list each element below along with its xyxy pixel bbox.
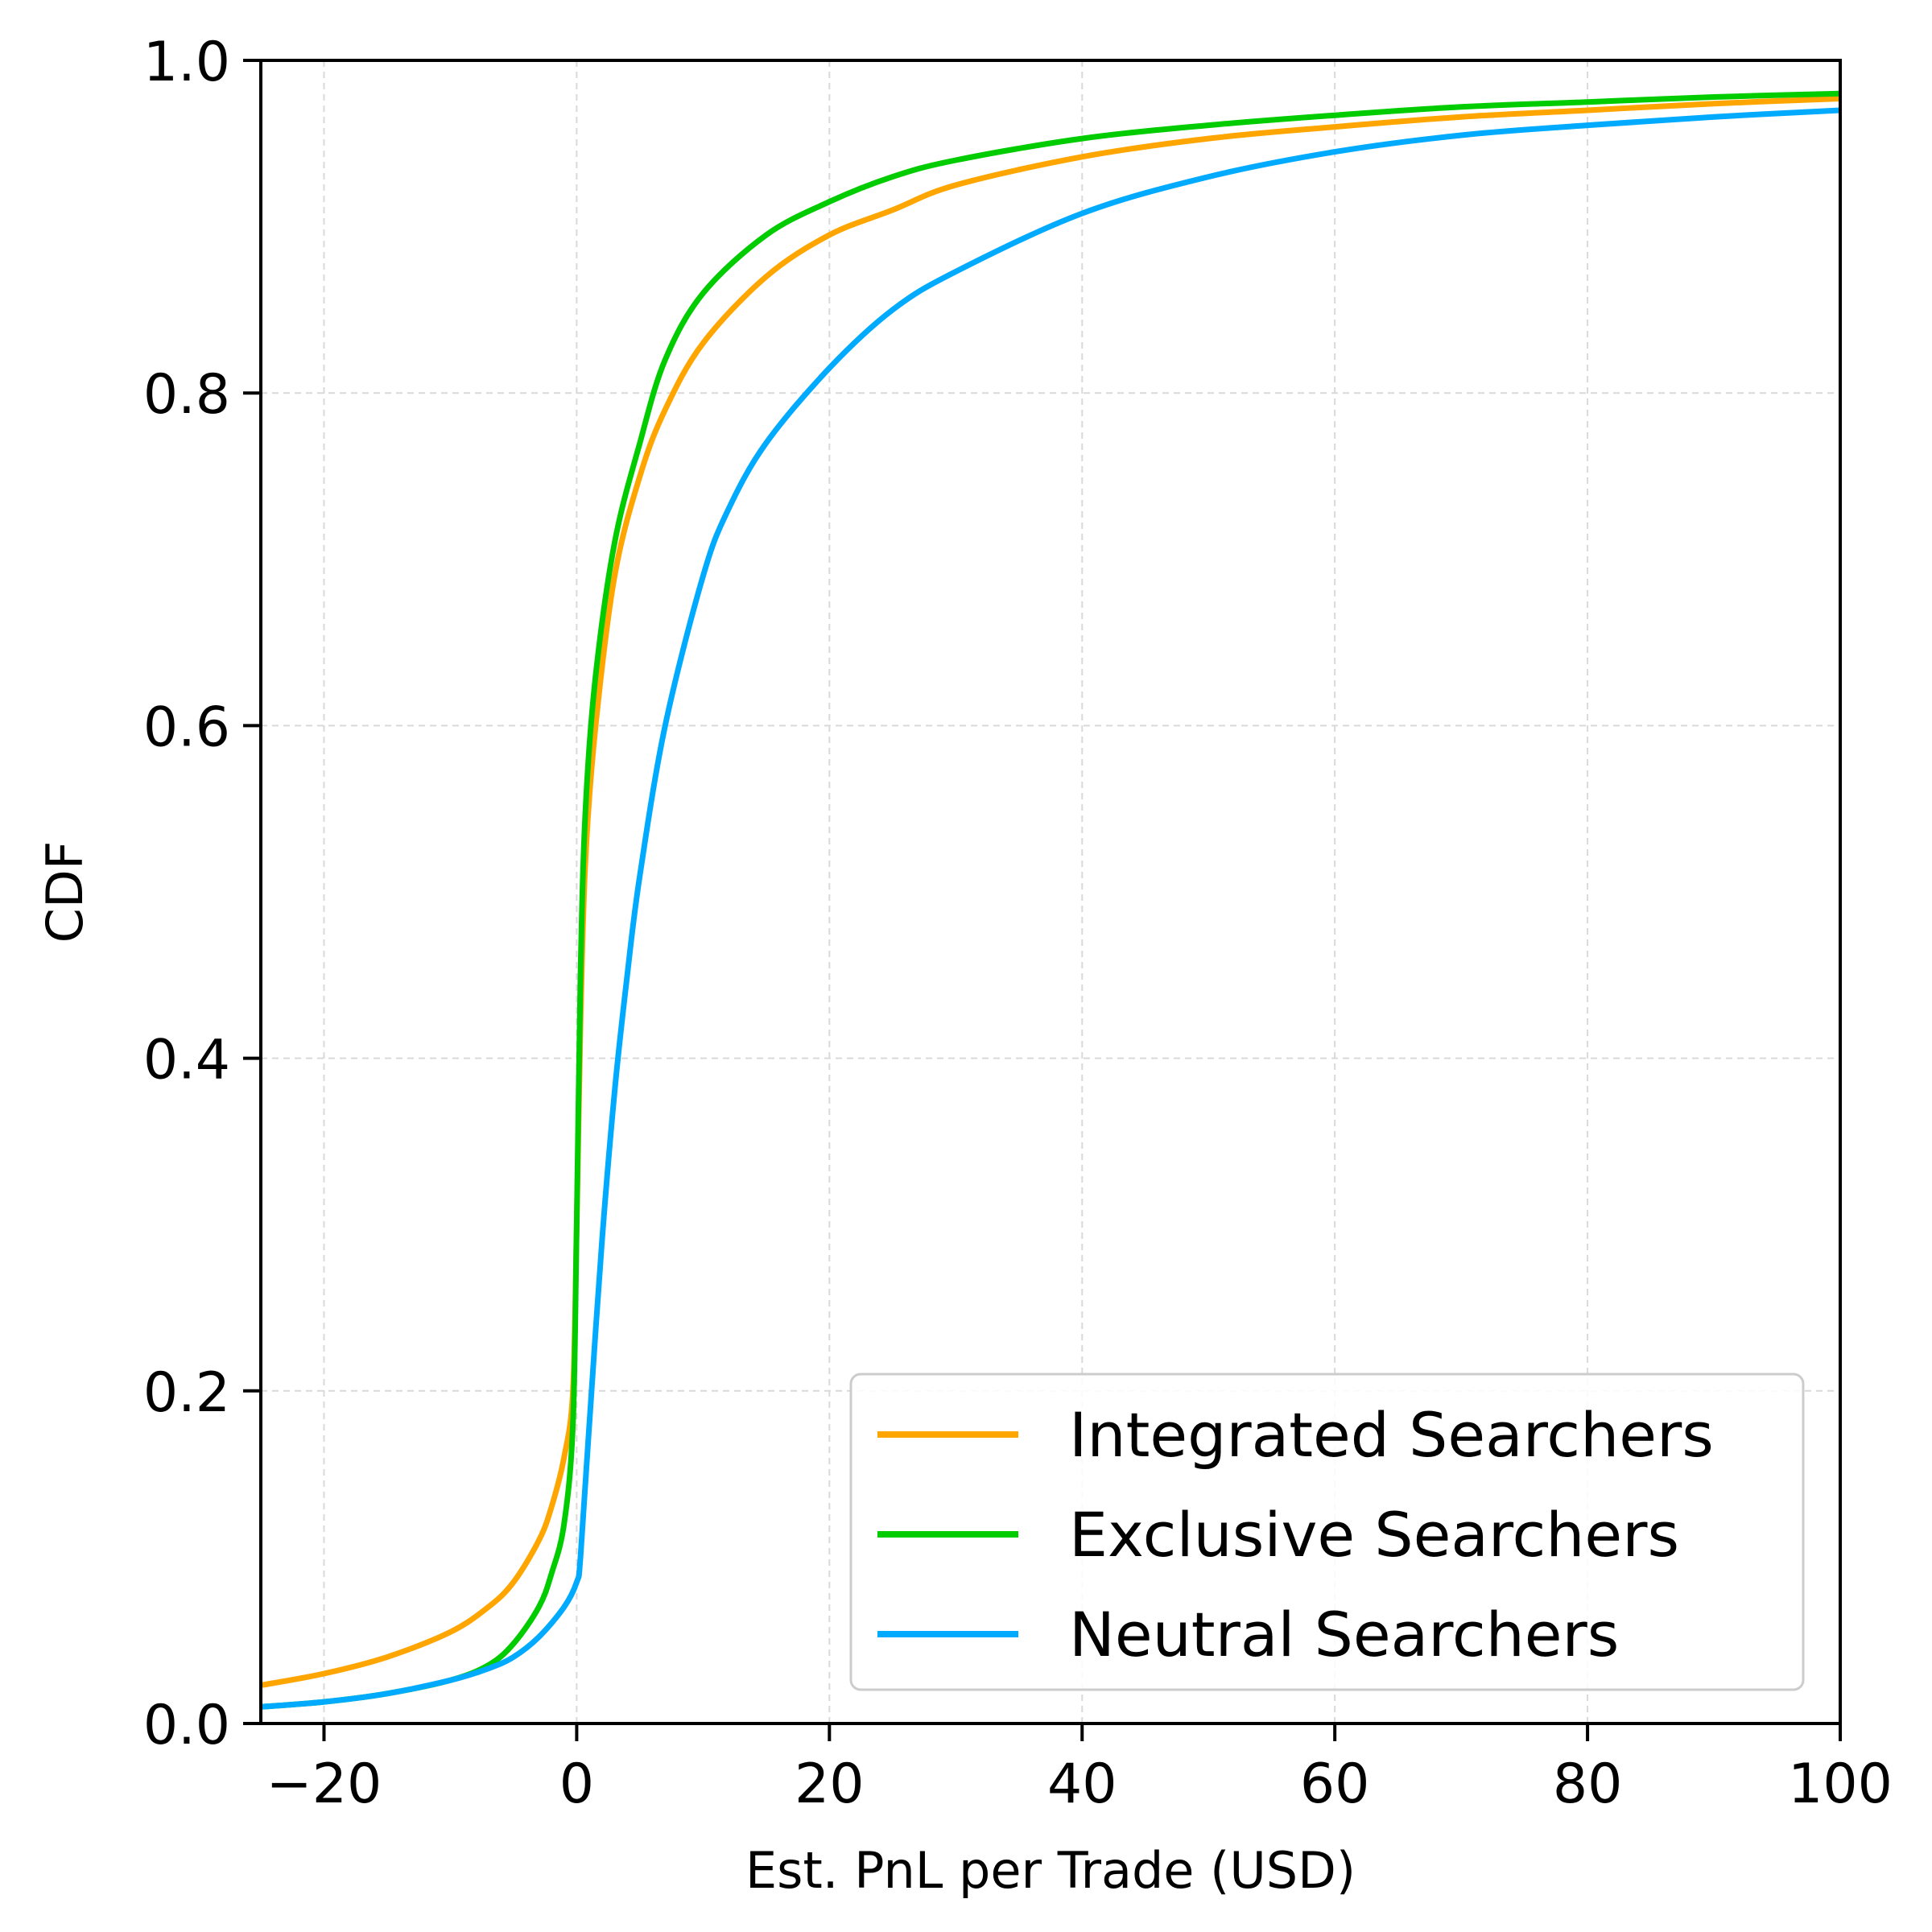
- legend-label: Exclusive Searchers: [1069, 1499, 1679, 1571]
- legend-label: Neutral Searchers: [1069, 1599, 1619, 1670]
- series-line-2: [261, 90, 1840, 1710]
- x-tick-label: 100: [1788, 1752, 1893, 1816]
- y-tick-label: 0.0: [143, 1694, 230, 1757]
- plot-frame: [259, 59, 1842, 1725]
- series-line-1: [261, 96, 1840, 1688]
- y-tick-label: 0.2: [143, 1361, 230, 1425]
- legend-label: Integrated Searchers: [1069, 1399, 1714, 1471]
- series-lines: [261, 90, 1840, 1710]
- legend: Integrated Searchers Exclusive Searchers N…: [849, 1373, 1805, 1691]
- x-axis-label: Est. PnL per Trade (USD): [745, 1841, 1356, 1900]
- series-line-3: [261, 107, 1840, 1710]
- y-tick-label: 1.0: [143, 31, 230, 94]
- axis-ticks: −20 0 20 40 60 80 100 0.0 0.2 0.4 0.6 0.8 1.0: [143, 31, 1893, 1816]
- y-tick-label: 0.4: [143, 1029, 230, 1092]
- y-axis-label: CDF: [35, 841, 94, 943]
- y-tick-label: 0.8: [143, 363, 230, 427]
- y-tick-label: 0.6: [143, 696, 230, 759]
- x-tick-label: 60: [1300, 1752, 1370, 1816]
- x-tick-label: 40: [1047, 1752, 1117, 1816]
- legend-box: [849, 1373, 1805, 1691]
- x-tick-label: −20: [266, 1752, 382, 1816]
- x-tick-label: 80: [1553, 1752, 1623, 1816]
- x-tick-label: 20: [795, 1752, 865, 1816]
- x-tick-label: 0: [559, 1752, 594, 1816]
